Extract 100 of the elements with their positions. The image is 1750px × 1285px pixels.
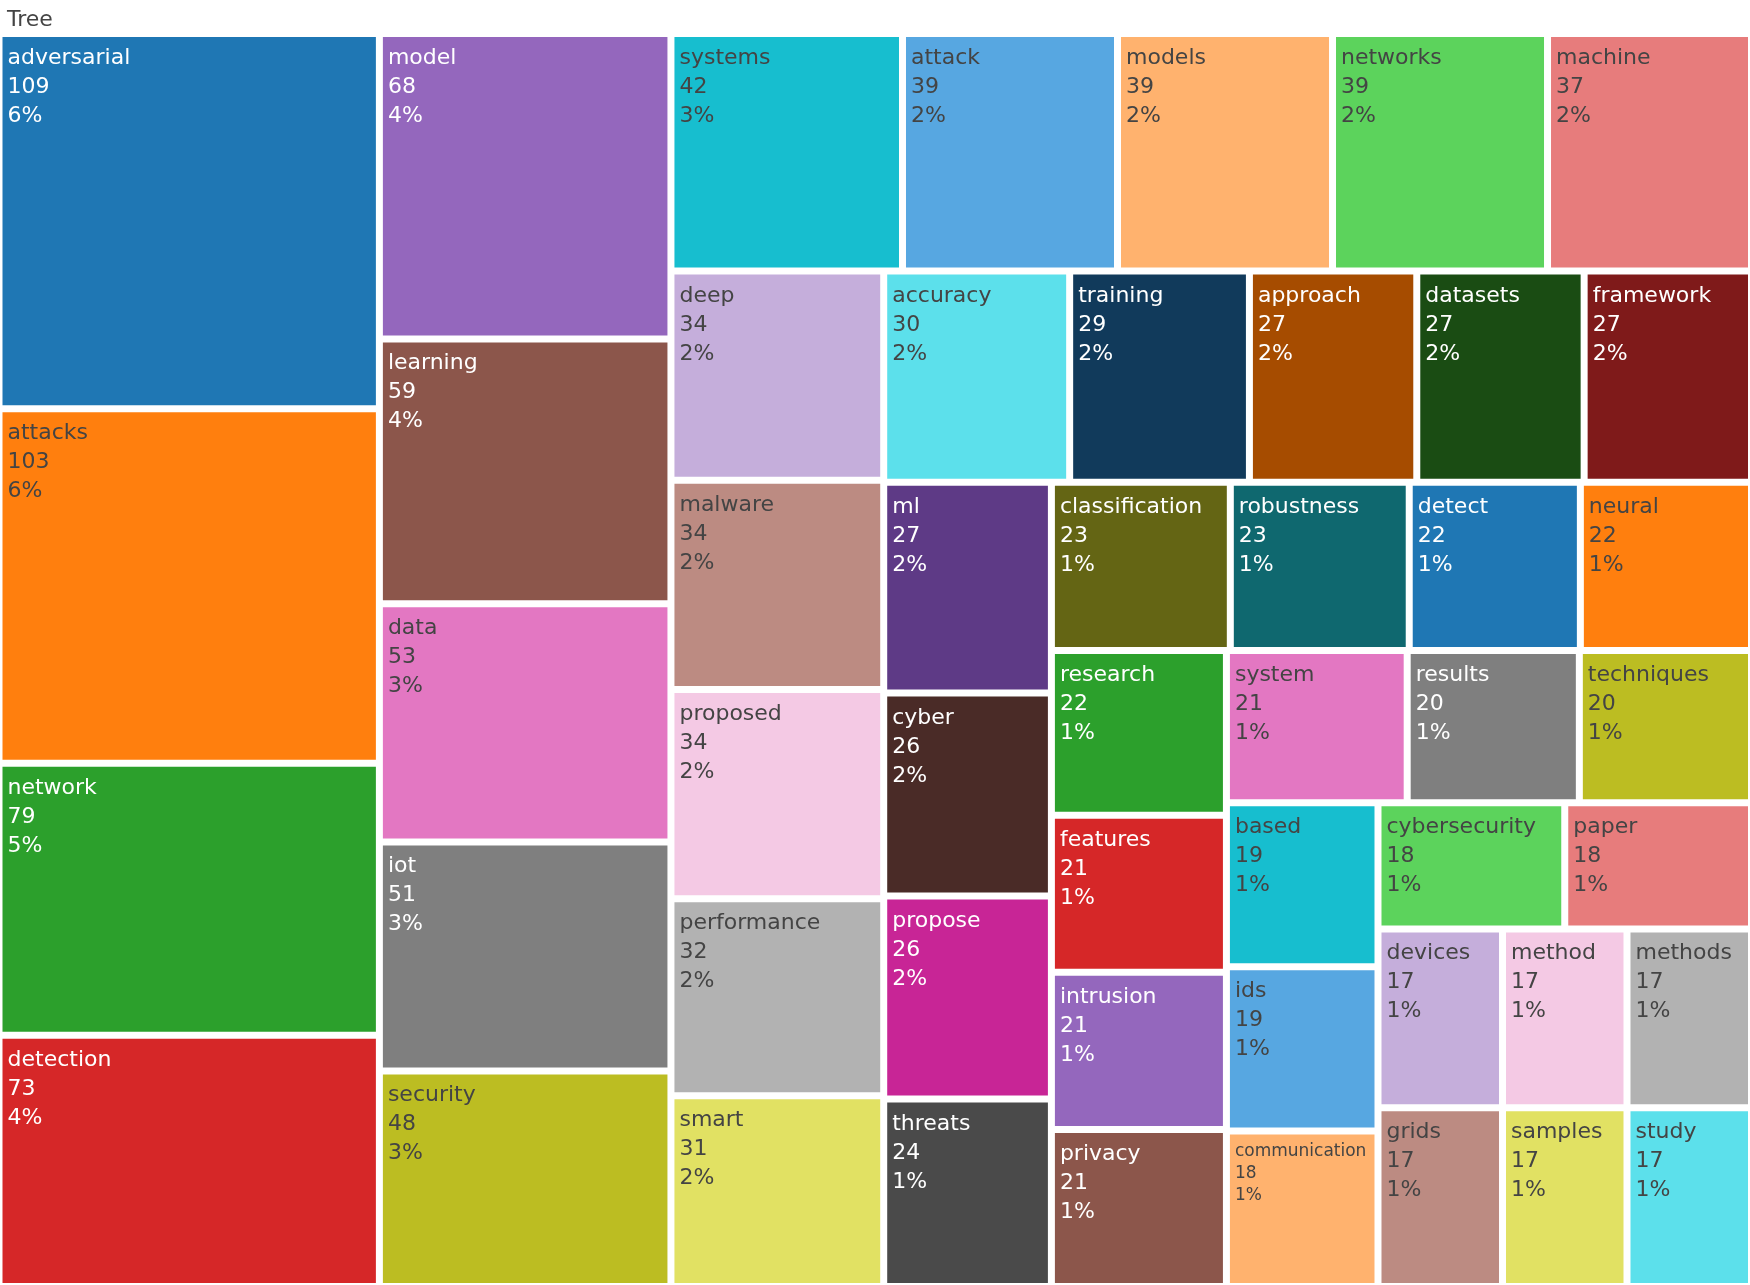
data-label: 39 2% — [1341, 73, 1376, 127]
data-label: 53 3% — [387, 643, 423, 698]
category-label: features — [1059, 825, 1151, 851]
data-label: 27 2% — [1425, 310, 1461, 365]
category-label: grids — [1386, 1118, 1442, 1144]
data-label: 27 2% — [892, 521, 928, 576]
category-label: system — [1234, 661, 1315, 687]
category-label: data — [387, 614, 438, 640]
category-label: detect — [1417, 492, 1489, 518]
category-label: attacks — [7, 419, 89, 445]
category-label: robustness — [1238, 492, 1360, 518]
data-label: 18 1% — [1573, 842, 1609, 897]
category-label: privacy — [1059, 1139, 1141, 1165]
data-label: 26 2% — [892, 732, 928, 787]
data-label: 20 1% — [1415, 690, 1451, 745]
data-label: 103 6% — [7, 448, 50, 503]
category-label: systems — [679, 44, 771, 69]
data-label: 109 6% — [7, 73, 50, 127]
data-label: 21 1% — [1234, 690, 1270, 745]
category-label: neural — [1588, 492, 1659, 518]
data-label: 27 2% — [1257, 310, 1293, 365]
data-label: 37 2% — [1556, 73, 1591, 127]
category-label: cybersecurity — [1386, 813, 1536, 839]
data-label: 17 1% — [1511, 1147, 1546, 1202]
category-label: network — [7, 773, 98, 799]
category-label: paper — [1573, 813, 1639, 839]
category-label: attack — [911, 44, 981, 69]
data-label: 19 1% — [1234, 842, 1270, 897]
data-label: 39 2% — [1126, 73, 1161, 127]
category-label: detection — [7, 1045, 112, 1071]
data-label: 17 1% — [1635, 968, 1671, 1023]
category-label: training — [1078, 281, 1164, 307]
category-label: propose — [892, 906, 981, 932]
data-label: 30 2% — [892, 310, 928, 365]
data-label: 29 2% — [1078, 310, 1114, 365]
category-label: deep — [679, 281, 735, 307]
category-label: networks — [1341, 44, 1442, 69]
data-label: 51 3% — [387, 881, 423, 936]
category-label: adversarial — [7, 44, 131, 69]
category-label: iot — [387, 852, 417, 878]
data-label: 42 3% — [679, 73, 715, 127]
data-label: 17 1% — [1635, 1147, 1671, 1202]
data-label: 34 2% — [679, 310, 715, 365]
data-label: 23 1% — [1059, 521, 1095, 576]
data-label: 19 1% — [1234, 1006, 1270, 1061]
data-label: 34 2% — [679, 729, 715, 784]
category-label: machine — [1556, 44, 1651, 69]
data-label: 26 2% — [892, 935, 928, 990]
data-label: 73 4% — [7, 1074, 43, 1129]
category-label: based — [1234, 813, 1302, 839]
category-label: datasets — [1425, 281, 1520, 307]
data-label: 79 5% — [7, 802, 43, 857]
category-label: approach — [1257, 281, 1361, 307]
category-label: models — [1126, 44, 1206, 69]
data-label: 27 2% — [1592, 310, 1628, 365]
category-label: threats — [892, 1109, 971, 1135]
category-label: research — [1059, 661, 1156, 687]
category-label: malware — [679, 490, 775, 516]
category-label: samples — [1511, 1118, 1603, 1144]
data-label: 59 4% — [387, 378, 423, 433]
category-label: classification — [1059, 492, 1203, 518]
category-label: security — [387, 1081, 476, 1107]
category-label: communication — [1234, 1140, 1367, 1161]
data-label: 21 1% — [1059, 1168, 1095, 1223]
category-label: learning — [387, 349, 478, 375]
category-label: model — [387, 44, 457, 69]
category-label: ml — [892, 492, 920, 518]
category-label: ids — [1234, 977, 1267, 1003]
data-label: 22 1% — [1059, 690, 1095, 745]
data-label: 39 2% — [911, 73, 946, 127]
data-label: 21 1% — [1059, 1011, 1095, 1066]
data-label: 32 2% — [679, 938, 715, 993]
data-label: 48 3% — [387, 1110, 423, 1165]
data-label: 17 1% — [1386, 1147, 1422, 1202]
data-label: 20 1% — [1587, 690, 1623, 745]
category-label: devices — [1386, 939, 1471, 965]
category-label: cyber — [892, 703, 955, 729]
data-label: 68 4% — [387, 73, 423, 127]
category-label: results — [1415, 661, 1490, 687]
category-label: intrusion — [1059, 982, 1157, 1008]
text: Tree — [6, 5, 53, 31]
category-label: proposed — [679, 700, 782, 726]
category-label: accuracy — [892, 281, 992, 307]
category-label: methods — [1635, 939, 1732, 965]
data-label: 17 1% — [1386, 968, 1422, 1023]
data-label: 21 1% — [1059, 854, 1095, 909]
data-label: 22 1% — [1417, 521, 1453, 576]
category-label: smart — [679, 1106, 744, 1132]
data-label: 22 1% — [1588, 521, 1624, 576]
data-label: 31 2% — [679, 1135, 715, 1190]
category-label: framework — [1592, 281, 1712, 307]
data-label: 17 1% — [1511, 968, 1546, 1023]
data-label: 24 1% — [892, 1138, 928, 1193]
data-label: 18 1% — [1386, 842, 1422, 897]
data-label: 18 1% — [1234, 1162, 1262, 1205]
category-label: performance — [679, 909, 821, 935]
category-label: method — [1511, 939, 1596, 965]
category-label: study — [1635, 1118, 1697, 1144]
category-label: techniques — [1587, 661, 1710, 687]
data-label: 34 2% — [679, 519, 715, 574]
